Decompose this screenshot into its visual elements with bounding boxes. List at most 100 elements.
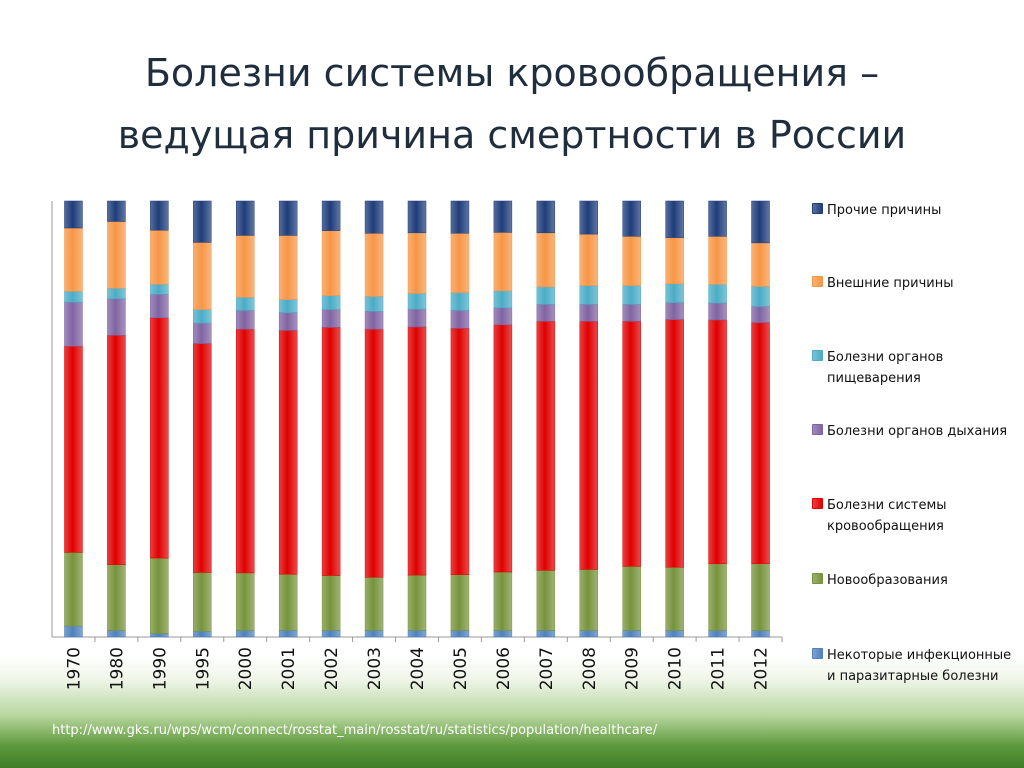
legend-label-infectious: Некоторые инфекционные и паразитарные бо…	[827, 648, 1012, 684]
bar-segment-circulatory-2002	[321, 327, 341, 576]
bar-segment-digestive-2009	[622, 285, 641, 305]
bar-segment-neoplasms-2006	[493, 571, 513, 631]
bar-segment-other-1970	[64, 200, 83, 229]
bar-segment-neoplasms-1990	[150, 557, 169, 634]
legend-label-respiratory: Болезни органов дыхания	[827, 424, 1008, 439]
bar-segment-circulatory-2010	[665, 319, 684, 568]
bar-segment-digestive-2006	[493, 290, 513, 309]
bar-segment-other-2003	[364, 200, 384, 234]
bar-segment-external-1980	[107, 221, 126, 289]
bar-segment-neoplasms-2002	[321, 575, 341, 631]
bar-segment-respiratory-2008	[579, 304, 599, 322]
bar-segment-other-2009	[622, 200, 641, 237]
bar-segment-digestive-2001	[278, 299, 298, 313]
bar-segment-circulatory-2003	[364, 328, 384, 578]
bar-segment-neoplasms-2000	[235, 572, 255, 631]
bar-segment-external-2002	[321, 230, 341, 296]
bar-segment-respiratory-1980	[107, 298, 126, 336]
legend-label-digestive: Болезни органов пищеварения	[827, 350, 944, 386]
bar-segment-neoplasms-2001	[278, 573, 298, 631]
bar-segment-neoplasms-1970	[64, 552, 83, 627]
x-tick-label-2004: 2004	[408, 647, 428, 690]
bar-segment-circulatory-1980	[107, 335, 126, 565]
bar-segment-external-2000	[235, 235, 255, 298]
bar-segment-external-2006	[493, 232, 513, 292]
x-tick-label-1970: 1970	[64, 647, 84, 690]
bar-segment-external-2008	[579, 233, 599, 286]
bar-segment-infectious-2000	[235, 630, 255, 638]
bar-segment-neoplasms-2010	[665, 566, 684, 631]
bar-segment-respiratory-2010	[665, 302, 684, 320]
bar-segment-other-2005	[450, 200, 470, 234]
x-tick-label-2006: 2006	[494, 647, 514, 690]
x-tick-label-2008: 2008	[580, 647, 600, 690]
bar-segment-respiratory-1995	[193, 322, 212, 344]
source-link[interactable]: http://www.gks.ru/wps/wcm/connect/rossta…	[52, 723, 658, 738]
bar-segment-infectious-1970	[64, 625, 83, 638]
bar-segment-digestive-2005	[450, 292, 470, 311]
legend-swatch-external	[812, 276, 823, 287]
bar-segment-other-2011	[708, 200, 727, 237]
legend-swatch-neoplasms	[812, 573, 823, 584]
x-tick-label-2009: 2009	[623, 647, 643, 690]
bar-segment-external-1990	[150, 229, 169, 285]
bar-segment-neoplasms-2007	[536, 570, 556, 631]
legend-swatch-digestive	[812, 350, 823, 361]
bar-segment-respiratory-2012	[751, 306, 770, 323]
bar-segment-infectious-1995	[193, 631, 212, 638]
bar-segment-external-2007	[536, 232, 556, 288]
bar-segment-infectious-2007	[536, 630, 556, 638]
legend-swatch-other	[812, 203, 823, 214]
bar-segment-infectious-2009	[622, 630, 641, 638]
bar-segment-neoplasms-2012	[751, 563, 770, 631]
bar-segment-circulatory-2007	[536, 321, 556, 571]
bar-segment-digestive-2010	[665, 283, 684, 303]
x-tick-label-2007: 2007	[537, 647, 557, 690]
x-tick-label-2001: 2001	[279, 647, 299, 690]
bar-segment-infectious-1990	[150, 633, 169, 638]
bar-segment-respiratory-2004	[407, 308, 427, 328]
bar-segment-digestive-2004	[407, 293, 427, 310]
bar-segment-circulatory-2001	[278, 330, 298, 575]
x-tick-label-2005: 2005	[451, 647, 471, 690]
bar-segment-respiratory-2000	[235, 310, 255, 330]
bar-segment-circulatory-1990	[150, 317, 169, 559]
bar-segment-infectious-2001	[278, 630, 298, 638]
slide-title-line-2: ведущая причина смертности в России	[117, 113, 907, 157]
bar-segment-other-2006	[493, 200, 513, 233]
bar-segment-respiratory-2011	[708, 302, 727, 321]
x-tick-label-1995: 1995	[193, 647, 213, 690]
bar-segment-neoplasms-2004	[407, 574, 427, 631]
bar-segment-infectious-1980	[107, 630, 126, 638]
legend-label-neoplasms: Новообразования	[827, 573, 948, 588]
bar-segment-external-1970	[64, 227, 83, 292]
bar-segment-respiratory-1990	[150, 294, 169, 319]
legend-swatch-infectious	[812, 648, 823, 659]
bar-segment-infectious-2006	[493, 630, 513, 638]
bar-segment-infectious-2008	[579, 630, 599, 638]
bar-segment-other-2010	[665, 200, 684, 238]
bar-segment-circulatory-2008	[579, 321, 599, 570]
slide-title: Болезни системы кровообращения – ведущая…	[0, 42, 1024, 166]
bar-segment-infectious-2002	[321, 630, 341, 638]
legend-label-other: Прочие причины	[827, 203, 942, 218]
bar-segment-circulatory-1970	[64, 345, 83, 553]
bar-segment-digestive-2003	[364, 296, 384, 312]
bar-segment-other-2007	[536, 200, 556, 234]
bar-segment-circulatory-2011	[708, 319, 727, 564]
legend-swatch-respiratory	[812, 424, 823, 435]
bar-segment-digestive-2002	[321, 295, 341, 310]
bar-segment-other-2000	[235, 200, 255, 236]
bar-segment-other-2002	[321, 200, 341, 231]
bar-segment-digestive-2012	[751, 286, 770, 307]
bar-segment-circulatory-2004	[407, 326, 427, 576]
bar-segment-infectious-2011	[708, 630, 727, 638]
bar-segment-external-2005	[450, 233, 470, 293]
bar-segment-external-2001	[278, 235, 298, 300]
x-tick-label-1980: 1980	[107, 647, 127, 690]
legend-swatch-circulatory	[812, 498, 823, 509]
bar-segment-other-2008	[579, 200, 599, 235]
bar-segment-digestive-1995	[193, 309, 212, 324]
bar-segment-infectious-2005	[450, 630, 470, 638]
legend-label-external: Внешние причины	[827, 276, 954, 291]
